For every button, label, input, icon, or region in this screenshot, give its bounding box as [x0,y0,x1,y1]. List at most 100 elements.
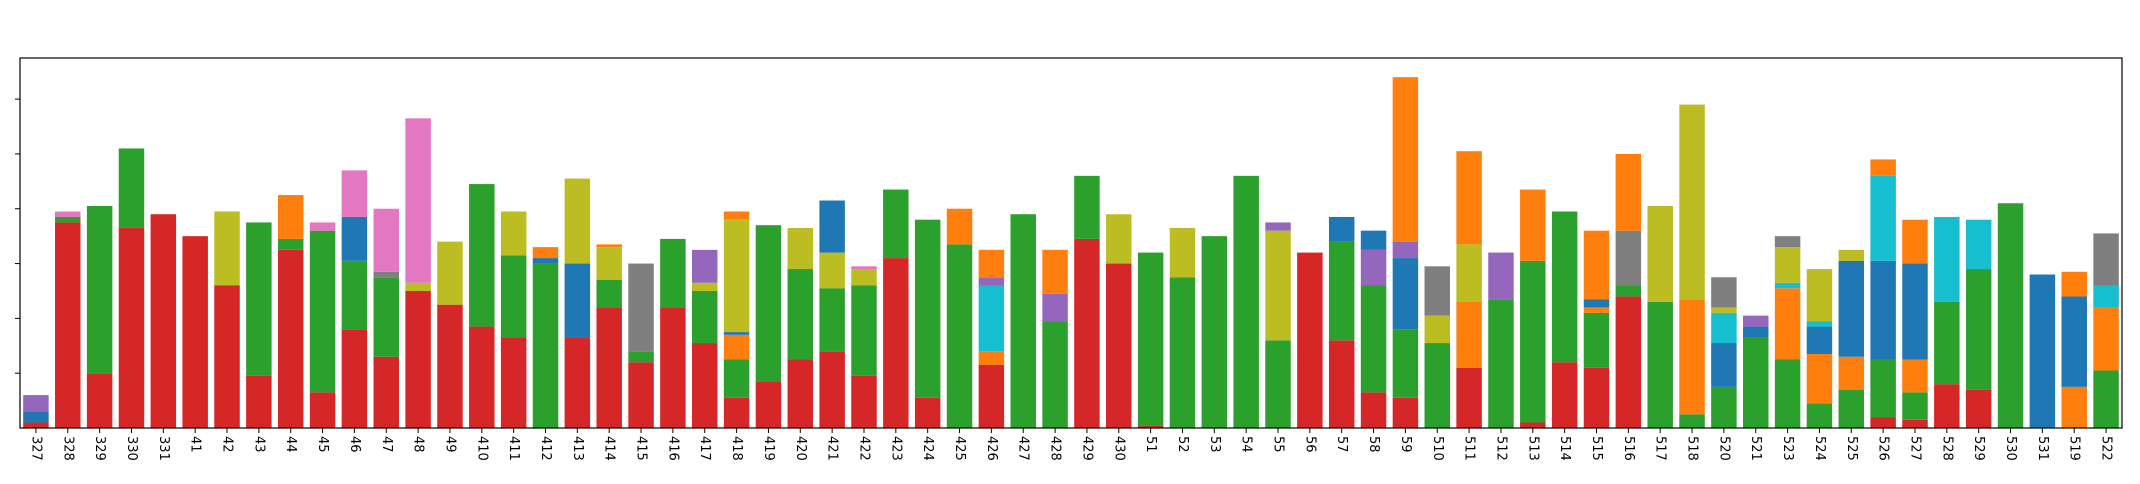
bar-segment-422-0 [851,375,877,428]
bar-segment-55-0 [1265,340,1291,428]
bar-523 [1774,236,1801,428]
bar-segment-527-4 [1902,219,1928,264]
bar-segment-45-0 [309,392,336,428]
bar-segment-59-3 [1392,241,1419,259]
bar-segment-526-1 [1870,359,1896,418]
bar-segment-511-1 [1456,301,1482,368]
bar-segment-330-1 [118,148,145,228]
bar-segment-330-0 [118,227,145,428]
x-tick-label-421: 421 [825,436,840,461]
bar-segment-524-3 [1806,321,1833,327]
bar-531 [2029,274,2056,428]
bar-segment-44-1 [277,238,304,250]
x-tick-label-58: 58 [1366,436,1381,453]
bar-segment-413-0 [564,337,591,428]
bar-segment-526-3 [1870,175,1896,261]
bar-segment-417-3 [692,249,718,283]
bar-segment-426-4 [978,249,1005,278]
x-tick-label-417: 417 [697,436,712,461]
bar-516 [1615,153,1642,428]
bar-segment-420-0 [787,359,814,428]
bar-424 [914,219,941,428]
bar-44 [277,195,304,428]
bar-segment-51-1 [1137,252,1164,426]
x-tick-label-420: 420 [793,436,808,461]
bar-segment-44-0 [277,249,304,428]
bar-segment-412-2 [532,247,559,259]
x-tick-label-518: 518 [1685,436,1700,461]
bar-segment-510-0 [1424,343,1450,428]
x-tick-label-59: 59 [1398,436,1413,453]
bar-48 [405,118,431,428]
bar-413 [564,178,591,428]
bar-517 [1647,206,1673,428]
bar-segment-521-2 [1743,315,1769,327]
bar-525 [1838,249,1865,428]
bar-segment-59-0 [1392,397,1419,428]
bar-522 [2093,233,2119,428]
bar-426 [978,249,1005,428]
x-tick-label-415: 415 [634,436,649,461]
bar-segment-57-0 [1328,340,1355,428]
bar-segment-59-2 [1392,258,1419,330]
bar-segment-421-1 [819,288,845,352]
x-tick-label-41: 41 [188,436,203,453]
bar-521 [1743,315,1769,428]
bar-segment-430-1 [1106,214,1132,264]
x-tick-label-49: 49 [442,436,457,453]
x-tick-label-329: 329 [92,436,107,461]
bar-segment-417-2 [692,282,718,291]
x-tick-label-512: 512 [1493,436,1508,461]
bar-segment-41-0 [182,236,208,428]
x-tick-label-523: 523 [1780,436,1795,461]
bar-segment-529-2 [1965,219,1992,270]
bar-53 [1201,236,1228,428]
bar-segment-419-1 [755,225,782,382]
x-tick-label-527: 527 [1907,436,1922,461]
x-tick-label-511: 511 [1462,436,1477,461]
bar-segment-329-1 [86,206,113,374]
bar-54 [1233,175,1259,428]
bar-segment-515-0 [1583,367,1610,428]
bar-416 [660,238,686,428]
x-tick-label-45: 45 [315,436,330,453]
bar-segment-527-2 [1902,359,1928,393]
x-tick-label-530: 530 [2003,436,2018,461]
bar-414 [596,244,622,428]
bar-segment-45-1 [309,230,336,393]
bar-segment-331-0 [150,214,177,428]
bar-segment-514-0 [1551,362,1578,428]
bar-segment-429-0 [1074,238,1100,428]
x-tick-label-57: 57 [1334,436,1349,453]
bar-segment-517-0 [1647,301,1673,428]
bar-segment-522-1 [2093,307,2119,371]
x-tick-label-520: 520 [1716,436,1731,461]
x-tick-label-410: 410 [474,436,489,461]
bar-segment-523-1 [1774,288,1801,360]
x-tick-label-428: 428 [1048,436,1063,461]
bar-segment-515-3 [1583,299,1610,308]
bar-segment-511-0 [1456,367,1482,428]
bar-segment-57-2 [1328,216,1355,242]
bar-segment-329-0 [86,373,113,428]
bar-51 [1137,252,1164,428]
bar-segment-522-2 [2093,285,2119,308]
x-tick-label-328: 328 [60,436,75,461]
bar-segment-57-1 [1328,241,1355,341]
bar-52 [1169,227,1196,428]
bar-segment-520-4 [1711,277,1737,308]
bar-425 [946,208,973,428]
bar-segment-521-1 [1743,326,1769,338]
bar-428 [1042,249,1068,428]
bar-segment-522-3 [2093,233,2119,286]
bar-segment-415-1 [628,351,654,363]
bar-segment-48-0 [405,290,431,428]
plot-frame [19,57,2123,429]
bar-segment-415-2 [628,263,654,352]
bar-segment-414-3 [596,244,622,248]
bar-segment-423-1 [883,189,909,259]
x-tick-label-426: 426 [984,436,999,461]
y-axis-ticks [15,98,20,374]
bar-segment-49-0 [437,304,463,428]
